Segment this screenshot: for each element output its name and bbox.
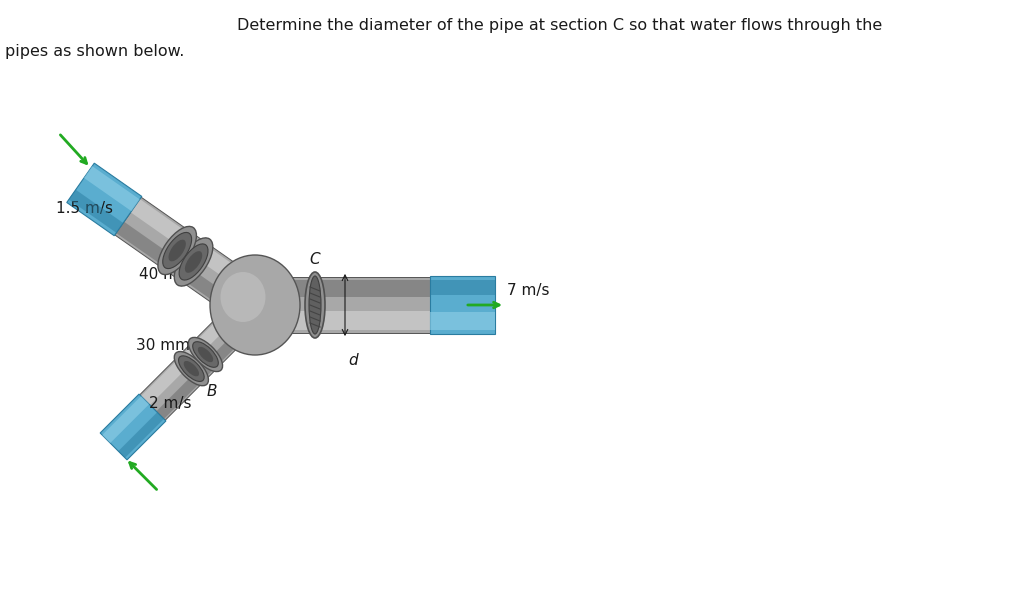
Polygon shape: [430, 312, 495, 329]
Polygon shape: [157, 309, 267, 419]
Ellipse shape: [158, 227, 196, 275]
Ellipse shape: [169, 240, 186, 261]
Polygon shape: [116, 222, 251, 322]
Text: pipes as shown below.: pipes as shown below.: [5, 44, 184, 59]
Text: 40 mm: 40 mm: [140, 267, 193, 282]
Text: 1.5 m/s: 1.5 m/s: [56, 201, 112, 216]
Polygon shape: [102, 396, 149, 443]
Polygon shape: [69, 190, 123, 233]
Polygon shape: [84, 166, 140, 211]
Ellipse shape: [174, 351, 208, 385]
Text: 30 mm: 30 mm: [135, 338, 190, 353]
Ellipse shape: [188, 337, 222, 371]
Ellipse shape: [309, 276, 321, 334]
Ellipse shape: [184, 361, 199, 376]
Polygon shape: [67, 163, 142, 236]
Polygon shape: [255, 280, 430, 297]
Text: C: C: [309, 252, 320, 267]
Ellipse shape: [198, 347, 213, 362]
Text: A: A: [187, 233, 197, 248]
Ellipse shape: [220, 272, 266, 322]
Polygon shape: [115, 197, 268, 324]
Ellipse shape: [305, 272, 325, 338]
Text: B: B: [206, 384, 216, 399]
Polygon shape: [100, 394, 166, 460]
Polygon shape: [430, 276, 495, 334]
Ellipse shape: [163, 233, 192, 269]
Polygon shape: [118, 412, 164, 458]
Text: 2 m/s: 2 m/s: [149, 396, 191, 412]
Ellipse shape: [193, 342, 218, 367]
Polygon shape: [255, 277, 430, 333]
Ellipse shape: [179, 244, 208, 280]
Polygon shape: [130, 199, 267, 301]
Ellipse shape: [174, 238, 213, 286]
Ellipse shape: [210, 255, 300, 355]
Ellipse shape: [179, 356, 204, 381]
Text: Determine the diameter of the pipe at section C so that water flows through the: Determine the diameter of the pipe at se…: [238, 18, 883, 33]
Text: 7 m/s: 7 m/s: [507, 284, 550, 298]
Polygon shape: [140, 292, 268, 420]
Text: d: d: [348, 353, 358, 368]
Ellipse shape: [185, 251, 202, 273]
Polygon shape: [255, 311, 430, 330]
Polygon shape: [141, 294, 253, 405]
Polygon shape: [430, 280, 495, 295]
